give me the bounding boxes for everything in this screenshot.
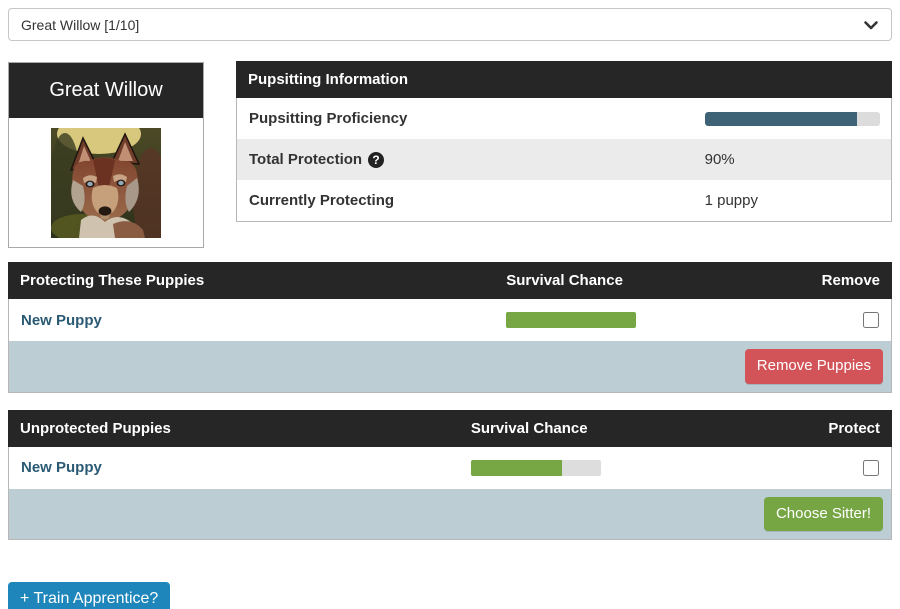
total-protection-value: 90%: [704, 151, 735, 168]
unprotected-puppy-row: New Puppy: [8, 446, 892, 489]
protecting-puppies-footer: Remove Puppies: [8, 341, 892, 393]
choose-sitter-button[interactable]: Choose Sitter!: [763, 496, 883, 531]
survival-chance-header: Survival Chance: [506, 272, 623, 289]
survival-bar: [506, 312, 637, 328]
survival-bar-fill: [506, 312, 637, 328]
sitter-card: Great Willow: [8, 62, 204, 248]
remove-puppies-button[interactable]: Remove Puppies: [744, 349, 883, 384]
sitter-name: Great Willow: [9, 63, 203, 118]
proficiency-value: [704, 111, 891, 126]
survival-bar-fill: [470, 459, 562, 476]
total-protection-label: Total Protection: [249, 151, 363, 168]
pupsitter-select[interactable]: Great Willow [1/10]: [8, 8, 892, 41]
pupsitting-info-title: Pupsitting Information: [236, 61, 892, 98]
unprotected-puppies-table: Unprotected Puppies Survival Chance Prot…: [8, 409, 892, 540]
currently-protecting-value: 1 puppy: [704, 192, 758, 209]
protected-puppy-row: New Puppy: [8, 299, 892, 341]
proficiency-bar: [704, 111, 880, 126]
puppy-link[interactable]: New Puppy: [21, 459, 102, 476]
protect-header: Protect: [828, 419, 880, 437]
pupsitter-select-value: Great Willow [1/10]: [21, 16, 140, 33]
sitter-overview-row: Great Willow: [8, 61, 892, 248]
survival-chance-header: Survival Chance: [470, 419, 588, 437]
puppy-link[interactable]: New Puppy: [21, 311, 102, 329]
train-apprentice-button[interactable]: + Train Apprentice?: [8, 582, 171, 609]
unprotected-puppies-footer: Choose Sitter!: [8, 488, 892, 540]
pupsitting-info-table: Pupsitting Information Pupsitting Profic…: [236, 61, 892, 222]
sitter-card-body: [9, 118, 203, 247]
wolf-portrait-image: [51, 127, 161, 238]
proficiency-bar-fill: [704, 111, 857, 126]
currently-protecting-label: Currently Protecting: [249, 192, 395, 209]
unprotected-puppies-header: Unprotected Puppies Survival Chance Prot…: [8, 409, 892, 447]
proficiency-row: Pupsitting Proficiency: [237, 98, 891, 139]
protecting-puppies-header: Protecting These Puppies Survival Chance…: [8, 262, 892, 299]
protect-puppy-checkbox[interactable]: [863, 459, 879, 476]
remove-puppy-checkbox[interactable]: [863, 312, 879, 328]
unprotected-puppies-title: Unprotected Puppies: [20, 419, 171, 437]
total-protection-row: Total Protection ? 90%: [237, 139, 891, 180]
protecting-puppies-title: Protecting These Puppies: [20, 272, 205, 289]
remove-header: Remove: [821, 272, 880, 289]
protecting-puppies-table: Protecting These Puppies Survival Chance…: [8, 262, 892, 393]
currently-protecting-row: Currently Protecting 1 puppy: [237, 180, 891, 221]
survival-bar: [470, 459, 601, 476]
chevron-down-icon: [863, 17, 879, 33]
proficiency-label: Pupsitting Proficiency: [249, 110, 408, 127]
question-circle-icon[interactable]: ?: [368, 151, 385, 168]
